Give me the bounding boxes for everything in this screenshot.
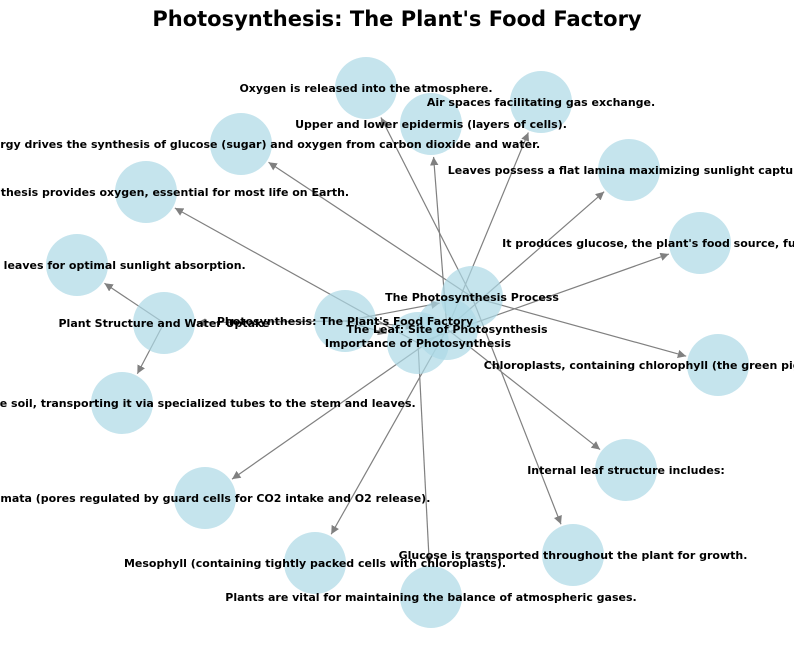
edge-process-to-oxygen_release (380, 117, 473, 298)
node-flat_lamina (598, 139, 660, 201)
node-label-chloroplasts: Chloroplasts, containing chlorophyll (th… (484, 359, 794, 372)
node-label-stomata: Stomata (pores regulated by guard cells … (0, 492, 430, 505)
node-oxygen_release (335, 57, 397, 119)
edge-importance-to-atmospheric_balance (417, 342, 434, 565)
node-label-glucose_transport: Glucose is transported throughout the pl… (399, 549, 748, 562)
node-label-root: Photosynthesis: The Plant's Food Factory (217, 315, 473, 328)
node-label-water_transport: Roots absorb water from the soil, transp… (0, 397, 416, 410)
node-mesophyll (284, 532, 346, 594)
node-label-air_spaces: Air spaces facilitating gas exchange. (427, 96, 655, 109)
edge-process-to-chloroplasts (471, 296, 687, 359)
node-label-oxygen_life: Photosynthesis provides oxygen, essentia… (0, 186, 349, 199)
node-atmospheric_balance (400, 566, 462, 628)
node-air_spaces (510, 71, 572, 133)
node-label-light_energy: Light energy drives the synthesis of glu… (0, 138, 540, 151)
node-label-internal_structure: Internal leaf structure includes: (527, 464, 725, 477)
edge-importance-to-oxygen_life (174, 207, 419, 344)
node-stomata (174, 467, 236, 529)
nodes-layer (46, 57, 749, 628)
node-label-epidermis: Upper and lower epidermis (layers of cel… (295, 118, 567, 131)
node-epidermis (400, 93, 462, 155)
node-label-atmospheric_balance: Plants are vital for maintaining the bal… (225, 591, 636, 604)
node-oxygen_life (115, 161, 177, 223)
node-light_energy (210, 113, 272, 175)
edge-process-to-glucose_transport (471, 296, 562, 525)
diagram-title: Photosynthesis: The Plant's Food Factory (152, 7, 642, 31)
node-label-process: The Photosynthesis Process (385, 291, 559, 304)
node-plant_structure (133, 292, 195, 354)
node-internal_structure (595, 439, 657, 501)
node-label-plant_structure: Plant Structure and Water Uptake (59, 317, 270, 330)
node-label-importance: Importance of Photosynthesis (325, 337, 512, 350)
node-label-leaf_site: The Leaf: Site of Photosynthesis (346, 323, 548, 336)
node-glucose_transport (542, 524, 604, 586)
node-leaves_sunlight (46, 234, 108, 296)
node-label-oxygen_release: Oxygen is released into the atmosphere. (239, 82, 492, 95)
node-label-leaves_sunlight: Plants arrange leaves for optimal sunlig… (0, 259, 246, 272)
node-water_transport (91, 372, 153, 434)
node-label-glucose_food: It produces glucose, the plant's food so… (502, 237, 794, 250)
node-process (441, 266, 503, 328)
node-label-flat_lamina: Leaves possess a flat lamina maximizing … (448, 164, 794, 177)
edge-process-to-light_energy (268, 161, 473, 298)
node-chloroplasts (687, 334, 749, 396)
labels-layer: Photosynthesis: The Plant's Food Factory… (0, 82, 794, 604)
node-importance (387, 312, 449, 374)
node-label-mesophyll: Mesophyll (containing tightly packed cel… (124, 557, 506, 570)
node-glucose_food (669, 212, 731, 274)
edge-leaf_site-to-internal_structure (446, 328, 601, 451)
node-root (314, 290, 376, 352)
